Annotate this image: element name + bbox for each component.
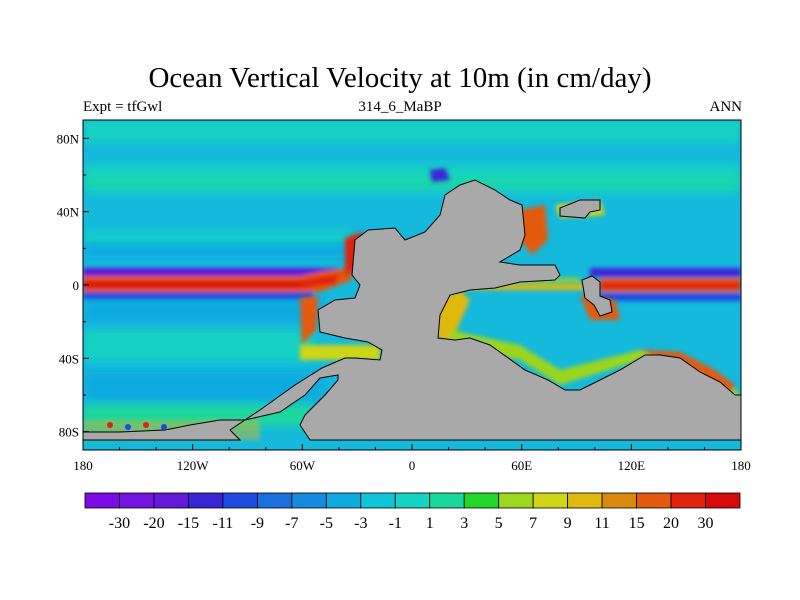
colorbar-label: -9 bbox=[251, 515, 264, 532]
colorbar-swatch bbox=[325, 492, 362, 509]
eq-east-upwelling bbox=[600, 282, 741, 289]
colorbar-label: 15 bbox=[629, 515, 645, 532]
colorbar-swatch bbox=[153, 492, 189, 509]
colorbar-label: 5 bbox=[495, 515, 503, 532]
colorbar-swatch bbox=[188, 492, 224, 509]
coastal-band-south-pangaea bbox=[300, 345, 380, 360]
band-south-midlat bbox=[83, 330, 313, 360]
map-title: Ocean Vertical Velocity at 10m (in cm/da… bbox=[148, 62, 652, 94]
x-tick-label: 60W bbox=[290, 458, 316, 473]
x-tick-label: 180 bbox=[73, 458, 93, 473]
band-north-tropical bbox=[83, 232, 353, 242]
colorbar-swatch bbox=[394, 492, 431, 509]
colorbar-swatch bbox=[498, 492, 534, 509]
landmass-tethys-islets bbox=[581, 275, 613, 317]
colorbar-swatch bbox=[532, 492, 569, 509]
colorbar-swatch bbox=[429, 492, 465, 509]
landmass-tethys-island bbox=[559, 199, 601, 219]
colorbar-swatch bbox=[222, 492, 258, 509]
eq-east-south-flank bbox=[600, 293, 741, 301]
colorbar-swatch bbox=[256, 492, 293, 509]
colorbar-swatch bbox=[119, 492, 155, 509]
colorbar: -30 -20 -15 -11 -9 -7 -5 -3 -1 1 3 5 7 9 11 15 20 30 bbox=[84, 492, 741, 532]
colorbar-label: -1 bbox=[389, 515, 402, 532]
x-tick-label: 120E bbox=[618, 458, 646, 473]
map-plot-area bbox=[83, 120, 741, 450]
eq-east-north-flank bbox=[590, 268, 741, 277]
band-arctic bbox=[83, 120, 741, 142]
x-tick-label: 0 bbox=[409, 458, 416, 473]
speckle-1 bbox=[107, 422, 113, 428]
colorbar-label: 20 bbox=[663, 515, 679, 532]
colorbar-label: -7 bbox=[285, 515, 298, 532]
coastal-upwelling-sw-pangaea bbox=[300, 296, 318, 345]
colorbar-swatch bbox=[463, 492, 500, 509]
y-tick-label: 40N bbox=[57, 205, 80, 220]
period-label: 314_6_MaBP bbox=[358, 99, 442, 115]
band-north-midlat-core bbox=[83, 178, 741, 186]
tethys-equatorial-band bbox=[460, 284, 585, 290]
y-tick-label: 40S bbox=[59, 351, 79, 366]
colorbar-swatch bbox=[636, 492, 672, 509]
y-axis: 80N 40N 0 40S 80S bbox=[57, 131, 89, 440]
colorbar-label: -5 bbox=[320, 515, 333, 532]
y-tick-label: 0 bbox=[73, 278, 80, 293]
experiment-label: Expt = tfGwl bbox=[83, 99, 163, 115]
band-north-subtropics bbox=[83, 238, 383, 258]
southern-ocean-speckles bbox=[107, 422, 167, 430]
y-tick-label: 80S bbox=[59, 425, 79, 440]
colorbar-label: 9 bbox=[564, 515, 572, 532]
colorbar-label: -20 bbox=[143, 515, 164, 532]
x-tick-label: 180 bbox=[731, 458, 751, 473]
colorbar-label: 30 bbox=[698, 515, 714, 532]
x-tick-label: 120W bbox=[177, 458, 210, 473]
equatorial-band-east bbox=[460, 268, 741, 301]
colorbar-swatch bbox=[84, 492, 120, 509]
band-south-subtropics bbox=[83, 298, 323, 324]
speckle-4 bbox=[161, 424, 167, 430]
colorbar-label: 7 bbox=[529, 515, 537, 532]
colorbar-label: -30 bbox=[109, 515, 130, 532]
colorbar-label: 11 bbox=[594, 515, 609, 532]
colorbar-label: -11 bbox=[213, 515, 234, 532]
coastal-band-southern-margin bbox=[450, 330, 741, 410]
colorbar-label: 1 bbox=[426, 515, 434, 532]
equatorial-band-west bbox=[83, 268, 352, 299]
coastal-upwelling-tethys-north bbox=[520, 205, 548, 255]
colorbar-swatch bbox=[705, 492, 741, 509]
season-label: ANN bbox=[709, 99, 743, 115]
landmasses bbox=[83, 179, 741, 441]
x-tick-label: 60E bbox=[511, 458, 532, 473]
colorbar-label: 3 bbox=[460, 515, 468, 532]
downwelling-north-tethys bbox=[430, 168, 450, 182]
colorbar-swatch bbox=[670, 492, 706, 509]
speckle-3 bbox=[143, 422, 149, 428]
colorbar-swatch bbox=[567, 492, 603, 509]
x-axis: 180 120W 60W 0 60E 120E 180 bbox=[73, 444, 751, 473]
eq-west-south-flank bbox=[83, 292, 313, 299]
speckle-2 bbox=[125, 424, 131, 430]
latitude-bands bbox=[83, 120, 741, 426]
landmass-pangaea-main bbox=[83, 179, 741, 441]
colorbar-swatch bbox=[291, 492, 327, 509]
colorbar-label: -15 bbox=[178, 515, 199, 532]
y-tick-label: 80N bbox=[57, 131, 80, 146]
colorbar-swatch bbox=[360, 492, 396, 509]
colorbar-swatch bbox=[601, 492, 637, 509]
colorbar-label: -3 bbox=[354, 515, 367, 532]
eq-west-north-flank bbox=[83, 268, 338, 278]
eq-west-upwelling-core bbox=[83, 283, 303, 286]
